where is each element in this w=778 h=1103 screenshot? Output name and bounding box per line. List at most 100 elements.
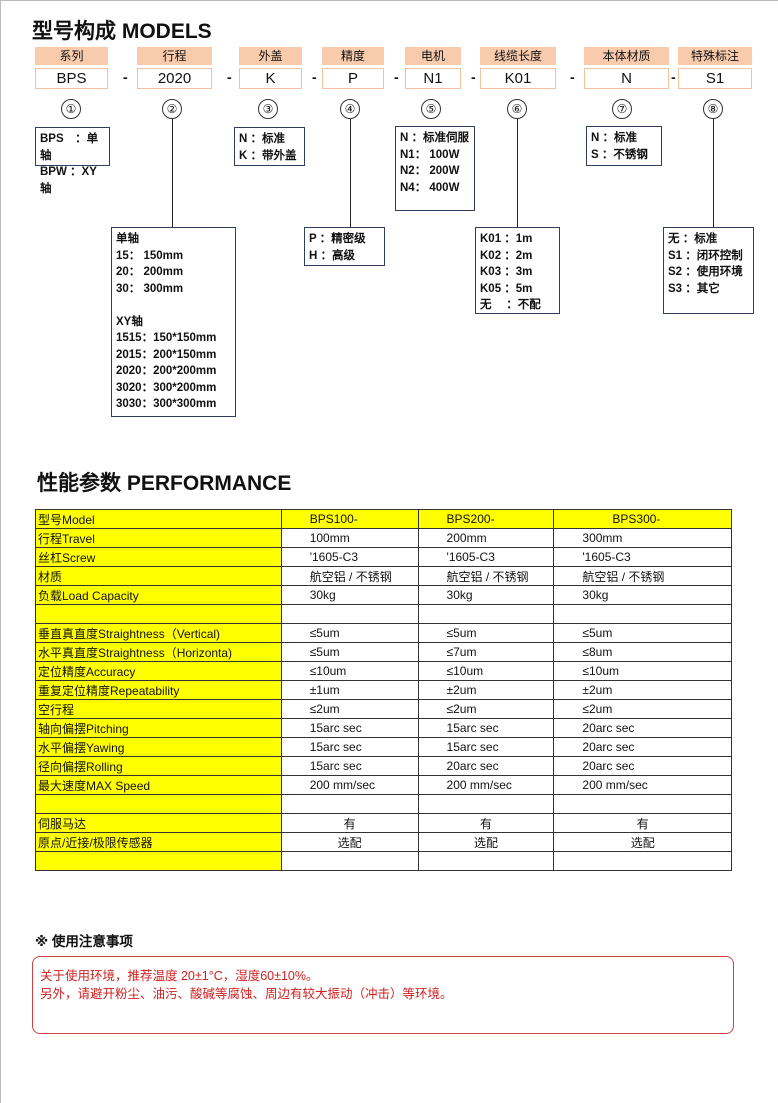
- table-row: 行程Travel 100mm 200mm 300mm: [35, 528, 732, 548]
- field-label: 电机: [405, 47, 461, 65]
- field-value: N: [584, 68, 669, 89]
- cell: ±2um: [417, 680, 555, 700]
- option-line: 2020：200*200mm: [116, 365, 217, 377]
- connector-line: [517, 119, 518, 227]
- field-number: ⑥: [507, 99, 527, 119]
- cell: [553, 604, 732, 624]
- cell: 30kg: [417, 585, 555, 605]
- cell: 15arc sec: [280, 756, 419, 776]
- motor-options: N ：标准伺服 N1： 100W N2： 200W N4： 400W: [395, 126, 475, 211]
- cell: ≤5um: [280, 642, 419, 662]
- connector-line: [350, 119, 351, 227]
- table-row: 最大速度MAX Speed 200 mm/sec 200 mm/sec 200 mm/…: [35, 775, 732, 795]
- table-row: 负载Load Capacity 30kg 30kg 30kg: [35, 585, 732, 605]
- table-row: 水平偏摆Yawing 15arc sec 15arc sec 20arc sec: [35, 737, 732, 757]
- notes-box: 关于使用环境，推荐温度 20±1°C，湿度60±10%。 另外，请避开粉尘、油污…: [32, 956, 734, 1034]
- cell: [417, 794, 555, 814]
- option-line: 30： 300mm: [116, 282, 184, 295]
- cell: ≤5um: [280, 623, 419, 643]
- option-line: K02 ：2m: [480, 249, 533, 262]
- note-line: 另外，请避开粉尘、油污、酸碱等腐蚀、周边有较大振动（冲击）等环境。: [40, 987, 453, 1001]
- row-label: [35, 851, 282, 871]
- option-line: S1 ：闭环控制: [668, 249, 743, 262]
- field-label: 本体材质: [584, 47, 669, 65]
- cell: ±1um: [280, 680, 419, 700]
- field-label: 系列: [35, 47, 108, 65]
- option-line: 2015：200*150mm: [116, 348, 217, 361]
- cell: 100mm: [280, 528, 419, 548]
- cover-options: N ：标准 K ：带外盖: [234, 127, 305, 166]
- cell: '1605-C3: [553, 547, 732, 567]
- separator: -: [570, 69, 575, 85]
- table-row: 型号Model BPS100- BPS200- BPS300-: [35, 509, 732, 529]
- option-line: 3030：300*300mm: [116, 398, 217, 410]
- row-label: 水平偏摆Yawing: [35, 737, 282, 757]
- row-label: 垂直真直度Straightness（Vertical): [35, 623, 282, 643]
- option-line: K ：带外盖: [239, 149, 297, 162]
- precision-options: P ：精密级 H ：高级: [304, 227, 385, 266]
- option-line: [116, 297, 231, 314]
- option-line: P ：精密级: [309, 233, 366, 245]
- separator: -: [471, 69, 476, 85]
- field-number: ⑦: [612, 99, 632, 119]
- cell: '1605-C3: [280, 547, 419, 567]
- table-row: [35, 794, 732, 814]
- cell: [553, 851, 732, 871]
- cell: 200 mm/sec: [553, 775, 732, 795]
- field-number: ②: [162, 99, 182, 119]
- notes-title: ※ 使用注意事项: [35, 934, 133, 949]
- row-label: 伺服马达: [35, 813, 282, 833]
- separator: -: [227, 69, 232, 85]
- table-row: 空行程 ≤2um ≤2um ≤2um: [35, 699, 732, 719]
- option-line: K05 ：5m: [480, 282, 533, 295]
- field-value: K: [239, 68, 302, 89]
- option-line: S3 ：其它: [668, 282, 720, 295]
- field-value: BPS: [35, 68, 108, 89]
- cell: 20arc sec: [553, 718, 732, 738]
- option-line: 1515：150*150mm: [116, 332, 217, 344]
- cell: 20arc sec: [417, 756, 555, 776]
- cell: 30kg: [553, 585, 732, 605]
- option-line: N4： 400W: [400, 181, 460, 194]
- cell: ≤5um: [553, 623, 732, 643]
- option-line: N ：标准伺服: [400, 132, 469, 144]
- option-line: S2 ：使用环境: [668, 266, 743, 278]
- field-label: 线缆长度: [480, 47, 556, 65]
- travel-options: 单轴 15： 150mm 20： 200mm 30： 300mm XY轴 1515：150…: [111, 227, 236, 417]
- cell: BPS100-: [280, 509, 419, 529]
- row-label: 空行程: [35, 699, 282, 719]
- option-line: 20： 200mm: [116, 266, 184, 278]
- separator: -: [312, 69, 317, 85]
- cell: ±2um: [553, 680, 732, 700]
- cell: '1605-C3: [417, 547, 555, 567]
- field-label: 特殊标注: [678, 47, 752, 65]
- row-label: 定位精度Accuracy: [35, 661, 282, 681]
- cell: 300mm: [553, 528, 732, 548]
- cell: 有: [553, 813, 732, 833]
- table-row: 原点/近接/极限传感器 选配 选配 选配: [35, 832, 732, 852]
- table-row: 重复定位精度Repeatability ±1um ±2um ±2um: [35, 680, 732, 700]
- material-options: N ：标准 S ：不锈钢: [586, 126, 662, 166]
- field-number: ④: [340, 99, 360, 119]
- field-label: 行程: [137, 47, 212, 65]
- cell: 15arc sec: [417, 737, 555, 757]
- table-row: 径向偏摆Rolling 15arc sec 20arc sec 20arc sec: [35, 756, 732, 776]
- table-row: 材质 航空铝 / 不锈钢 航空铝 / 不锈钢 航空铝 / 不锈钢: [35, 566, 732, 586]
- cell: 20arc sec: [553, 737, 732, 757]
- cell: 20arc sec: [553, 756, 732, 776]
- field-value: 2020: [137, 68, 212, 89]
- field-number: ③: [258, 99, 278, 119]
- option-line: 15： 150mm: [116, 249, 184, 262]
- series-options: BPS ：单轴 BPW ：XY轴: [35, 127, 110, 195]
- cell: ≤10um: [417, 661, 555, 681]
- field-label: 精度: [322, 47, 384, 65]
- cell: 航空铝 / 不锈钢: [553, 566, 732, 586]
- table-row: [35, 851, 732, 871]
- field-value: P: [322, 68, 384, 89]
- row-label: 材质: [35, 566, 282, 586]
- cell: ≤8um: [553, 642, 732, 662]
- option-line: 无 ：标准: [668, 233, 718, 245]
- cell: [553, 794, 732, 814]
- cell: [417, 851, 555, 871]
